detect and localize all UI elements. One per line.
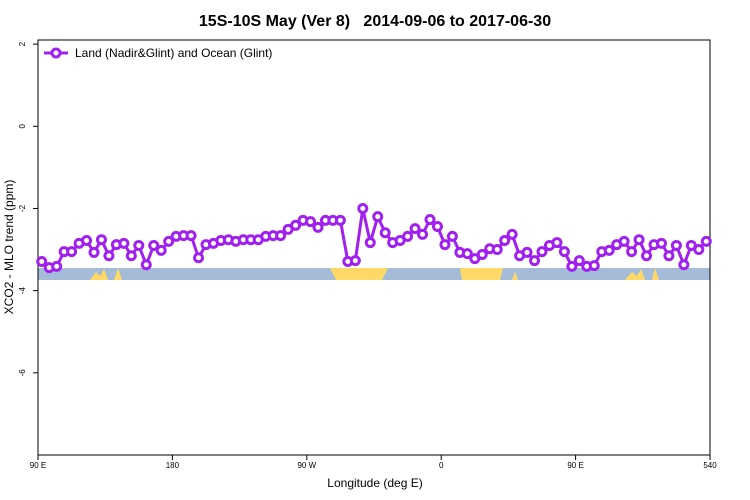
data-point bbox=[305, 216, 317, 228]
data-point bbox=[133, 239, 145, 251]
data-point bbox=[529, 255, 541, 267]
data-point bbox=[95, 234, 107, 246]
data-point bbox=[88, 246, 100, 258]
data-point bbox=[125, 250, 137, 262]
data-point bbox=[163, 235, 175, 247]
x-tick-label: 90 E bbox=[567, 461, 583, 470]
legend-label: Land (Nadir&Glint) and Ocean (Glint) bbox=[75, 46, 272, 60]
data-point bbox=[417, 228, 429, 240]
data-point bbox=[290, 219, 302, 231]
data-point bbox=[118, 237, 130, 249]
data-point bbox=[81, 235, 93, 247]
data-point bbox=[603, 244, 615, 256]
data-point bbox=[655, 237, 667, 249]
land-islands bbox=[625, 269, 645, 280]
data-point bbox=[193, 252, 205, 264]
data-point bbox=[357, 202, 369, 214]
data-point bbox=[700, 235, 712, 247]
data-point bbox=[566, 260, 578, 272]
data-point bbox=[476, 248, 488, 260]
data-point bbox=[334, 214, 346, 226]
data-point bbox=[633, 234, 645, 246]
data-point bbox=[424, 214, 436, 226]
chart-title: 15S-10S May (Ver 8) 2014-09-06 to 2017-0… bbox=[199, 13, 551, 30]
data-point bbox=[670, 239, 682, 251]
legend-marker bbox=[50, 47, 62, 59]
x-tick-label: 540 bbox=[703, 461, 717, 470]
land-islands bbox=[652, 268, 659, 280]
data-point bbox=[693, 244, 705, 256]
x-tick-label: 0 bbox=[439, 461, 444, 470]
x-axis-label: Longitude (deg E) bbox=[327, 476, 422, 490]
x-tick-label: 90 E bbox=[30, 461, 46, 470]
y-tick-label: -4 bbox=[18, 287, 27, 295]
land-africa bbox=[460, 268, 503, 280]
data-point bbox=[626, 246, 638, 258]
data-point bbox=[573, 255, 585, 267]
data-point bbox=[66, 246, 78, 258]
data-point bbox=[618, 235, 630, 247]
data-point bbox=[678, 259, 690, 271]
data-point bbox=[103, 250, 115, 262]
x-tick-label: 90 W bbox=[297, 461, 316, 470]
data-point bbox=[558, 246, 570, 258]
land-islands bbox=[90, 269, 108, 280]
data-point bbox=[155, 244, 167, 256]
data-point bbox=[379, 227, 391, 239]
data-point bbox=[641, 250, 653, 262]
data-point bbox=[51, 260, 63, 272]
y-axis-label: XCO2 - MLO trend (ppm) bbox=[2, 180, 16, 315]
land-south-america bbox=[330, 268, 388, 280]
y-tick-label: -6 bbox=[18, 369, 27, 377]
land-islands bbox=[114, 268, 122, 280]
data-point bbox=[349, 255, 361, 267]
data-point bbox=[185, 230, 197, 242]
data-point bbox=[491, 244, 503, 256]
plot-area: 90 E 180 90 W 0 90 E 540 2 0 -2 -4 -6 Land (Nadir&G… bbox=[18, 41, 717, 470]
data-point bbox=[402, 230, 414, 242]
data-point bbox=[431, 221, 443, 233]
plot-frame bbox=[37, 39, 711, 456]
surface-band bbox=[38, 268, 710, 280]
data-point bbox=[461, 248, 473, 260]
data-point bbox=[506, 228, 518, 240]
data-point bbox=[521, 246, 533, 258]
data-point bbox=[312, 221, 324, 233]
data-point bbox=[536, 246, 548, 258]
x-tick-label: 180 bbox=[166, 461, 180, 470]
data-point bbox=[148, 239, 160, 251]
data-point bbox=[551, 237, 563, 249]
y-tick-label: -2 bbox=[18, 204, 27, 212]
y-tick-label: 0 bbox=[18, 124, 27, 129]
data-point bbox=[588, 260, 600, 272]
data-point bbox=[663, 250, 675, 262]
y-tick-label: 2 bbox=[18, 41, 27, 46]
data-point bbox=[36, 255, 48, 267]
land-islands bbox=[512, 272, 518, 280]
data-point bbox=[364, 237, 376, 249]
data-point bbox=[499, 235, 511, 247]
data-point bbox=[446, 230, 458, 242]
data-point bbox=[439, 239, 451, 251]
data-point bbox=[140, 259, 152, 271]
data-point bbox=[409, 223, 421, 235]
data-point bbox=[372, 211, 384, 223]
data-point bbox=[275, 230, 287, 242]
